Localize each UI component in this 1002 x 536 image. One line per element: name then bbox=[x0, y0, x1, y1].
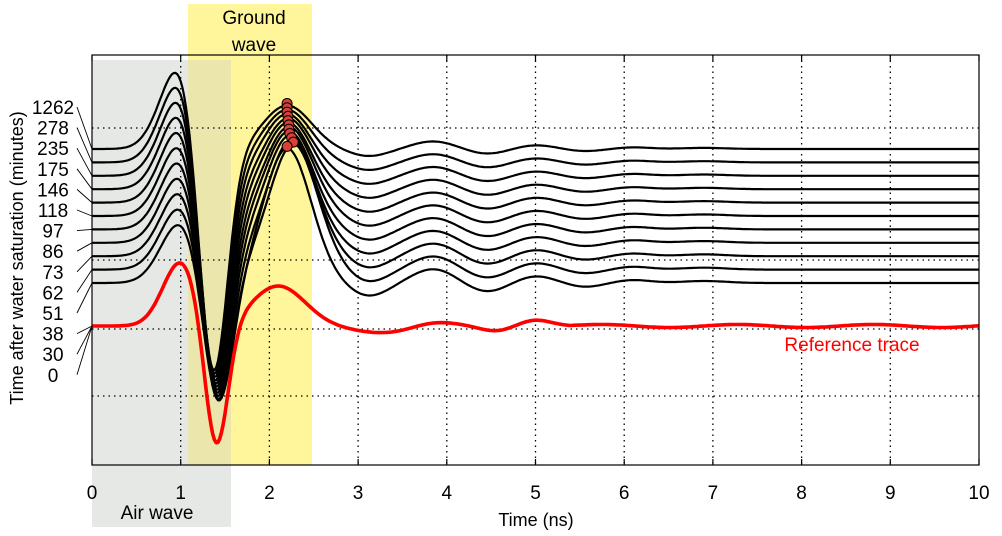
waveform-trace bbox=[92, 134, 979, 394]
waveform-trace bbox=[92, 86, 979, 375]
trace-label: 51 bbox=[42, 304, 63, 325]
x-tick-label: 0 bbox=[87, 483, 98, 504]
x-tick-label: 9 bbox=[885, 483, 896, 504]
waveform-trace bbox=[92, 121, 979, 385]
x-tick-label: 6 bbox=[619, 483, 630, 504]
ground-wave-peak-marker bbox=[281, 140, 293, 152]
ground-wave-peak-markers bbox=[281, 98, 299, 152]
trace-label: 86 bbox=[42, 242, 63, 263]
leader-line bbox=[76, 325, 93, 355]
trace-label: 175 bbox=[37, 160, 69, 181]
x-tick-label: 10 bbox=[968, 483, 989, 504]
leader-line bbox=[76, 242, 93, 252]
ground-wave-label-line2: wave bbox=[231, 35, 276, 56]
x-tick-label: 8 bbox=[796, 483, 807, 504]
waveform-trace bbox=[92, 116, 979, 382]
x-tick-label: 7 bbox=[708, 483, 719, 504]
waveform-trace bbox=[92, 138, 979, 398]
trace-label: 62 bbox=[42, 283, 63, 304]
air-wave-label: Air wave bbox=[121, 503, 194, 524]
waveform-trace bbox=[92, 130, 979, 391]
trace-label: 0 bbox=[48, 366, 59, 387]
leader-line bbox=[76, 325, 93, 335]
trace-label: 73 bbox=[42, 263, 63, 284]
waveform-trace bbox=[92, 125, 979, 388]
leader-line bbox=[76, 127, 93, 163]
leader-line bbox=[76, 189, 93, 203]
trace-label: 38 bbox=[42, 325, 63, 346]
trace-label: 235 bbox=[37, 139, 69, 160]
waveform-trace bbox=[92, 147, 979, 402]
x-axis-label: Time (ns) bbox=[498, 510, 573, 530]
leader-line bbox=[76, 325, 93, 375]
x-tick-label: 2 bbox=[264, 483, 275, 504]
x-tick-label: 5 bbox=[530, 483, 541, 504]
x-tick-label: 3 bbox=[353, 483, 364, 504]
x-axis-ticks: 0 1 2 3 4 5 6 7 8 9 10 bbox=[87, 55, 990, 504]
label-leader-lines bbox=[76, 106, 93, 375]
trace-label: 97 bbox=[42, 222, 63, 243]
trace-label: 278 bbox=[37, 119, 69, 140]
x-tick-label: 4 bbox=[442, 483, 453, 504]
leader-line bbox=[76, 106, 93, 150]
leader-line bbox=[76, 255, 93, 273]
trace-label: 118 bbox=[38, 201, 68, 222]
leader-line bbox=[76, 209, 93, 217]
waveform-trace bbox=[92, 71, 979, 372]
trace-label: 146 bbox=[37, 180, 69, 201]
waveform-trace bbox=[92, 101, 979, 378]
leader-line bbox=[76, 168, 93, 190]
waveform-traces bbox=[92, 71, 980, 445]
y-axis-label: Time after water saturation (minutes) bbox=[7, 111, 27, 404]
trace-label: 1262 bbox=[32, 98, 74, 119]
leader-line bbox=[76, 282, 93, 314]
leader-line bbox=[76, 269, 93, 293]
ground-wave-label-line1: Ground bbox=[222, 8, 285, 29]
trace-label: 30 bbox=[42, 345, 63, 366]
x-tick-label: 1 bbox=[175, 483, 186, 504]
leader-line bbox=[76, 228, 93, 232]
reference-trace bbox=[92, 261, 980, 445]
leader-line bbox=[76, 147, 93, 177]
reference-trace-label: Reference trace bbox=[784, 335, 919, 356]
